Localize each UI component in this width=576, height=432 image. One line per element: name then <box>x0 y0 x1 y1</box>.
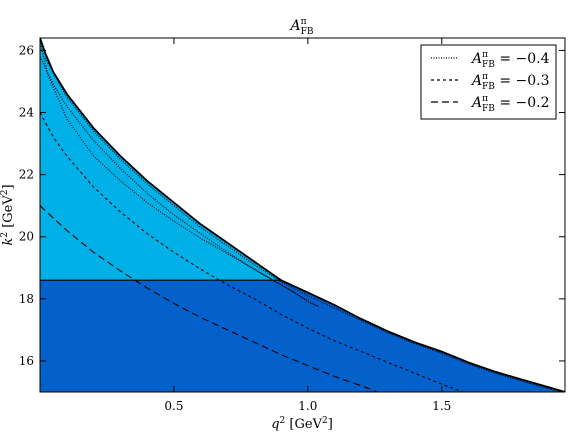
y-tick-label: 22 <box>19 168 34 182</box>
x-axis-label: q2 [GeV2] <box>271 416 333 432</box>
plot-area <box>40 38 565 392</box>
legend-label-0: Aπ FB = −0.4 <box>470 50 550 70</box>
y-tick-label: 16 <box>19 354 34 368</box>
legend: Aπ FB = −0.4 Aπ FB = −0.3 Aπ FB = −0.2 <box>420 44 557 120</box>
legend-label-2: Aπ FB = −0.2 <box>470 94 550 114</box>
series-layer <box>40 40 565 392</box>
y-tick-label: 24 <box>19 106 35 120</box>
legend-box <box>420 44 557 120</box>
series-line-0 <box>40 40 319 308</box>
x-tick-label: 1.0 <box>298 399 317 413</box>
ticks-layer: 0.5 1.0 1.5 16 18 20 22 24 26 <box>19 38 565 413</box>
plot-frame <box>39 37 566 393</box>
y-axis-label: k2 [GeV2] <box>0 184 16 245</box>
x-tick-label: 0.5 <box>164 399 183 413</box>
series-line-1 <box>40 112 464 392</box>
chart-title: Aπ FB <box>289 17 314 37</box>
y-tick-label: 26 <box>19 43 34 57</box>
x-tick-label: 1.5 <box>432 399 451 413</box>
lower-region <box>40 38 565 392</box>
boundary-line <box>40 38 565 392</box>
series-line-2 <box>40 205 378 392</box>
upper-region <box>40 38 282 281</box>
y-tick-label: 20 <box>19 230 34 244</box>
y-tick-label: 18 <box>19 292 34 306</box>
series-line-3 <box>44 57 565 392</box>
legend-label-1: Aπ FB = −0.3 <box>470 72 550 92</box>
